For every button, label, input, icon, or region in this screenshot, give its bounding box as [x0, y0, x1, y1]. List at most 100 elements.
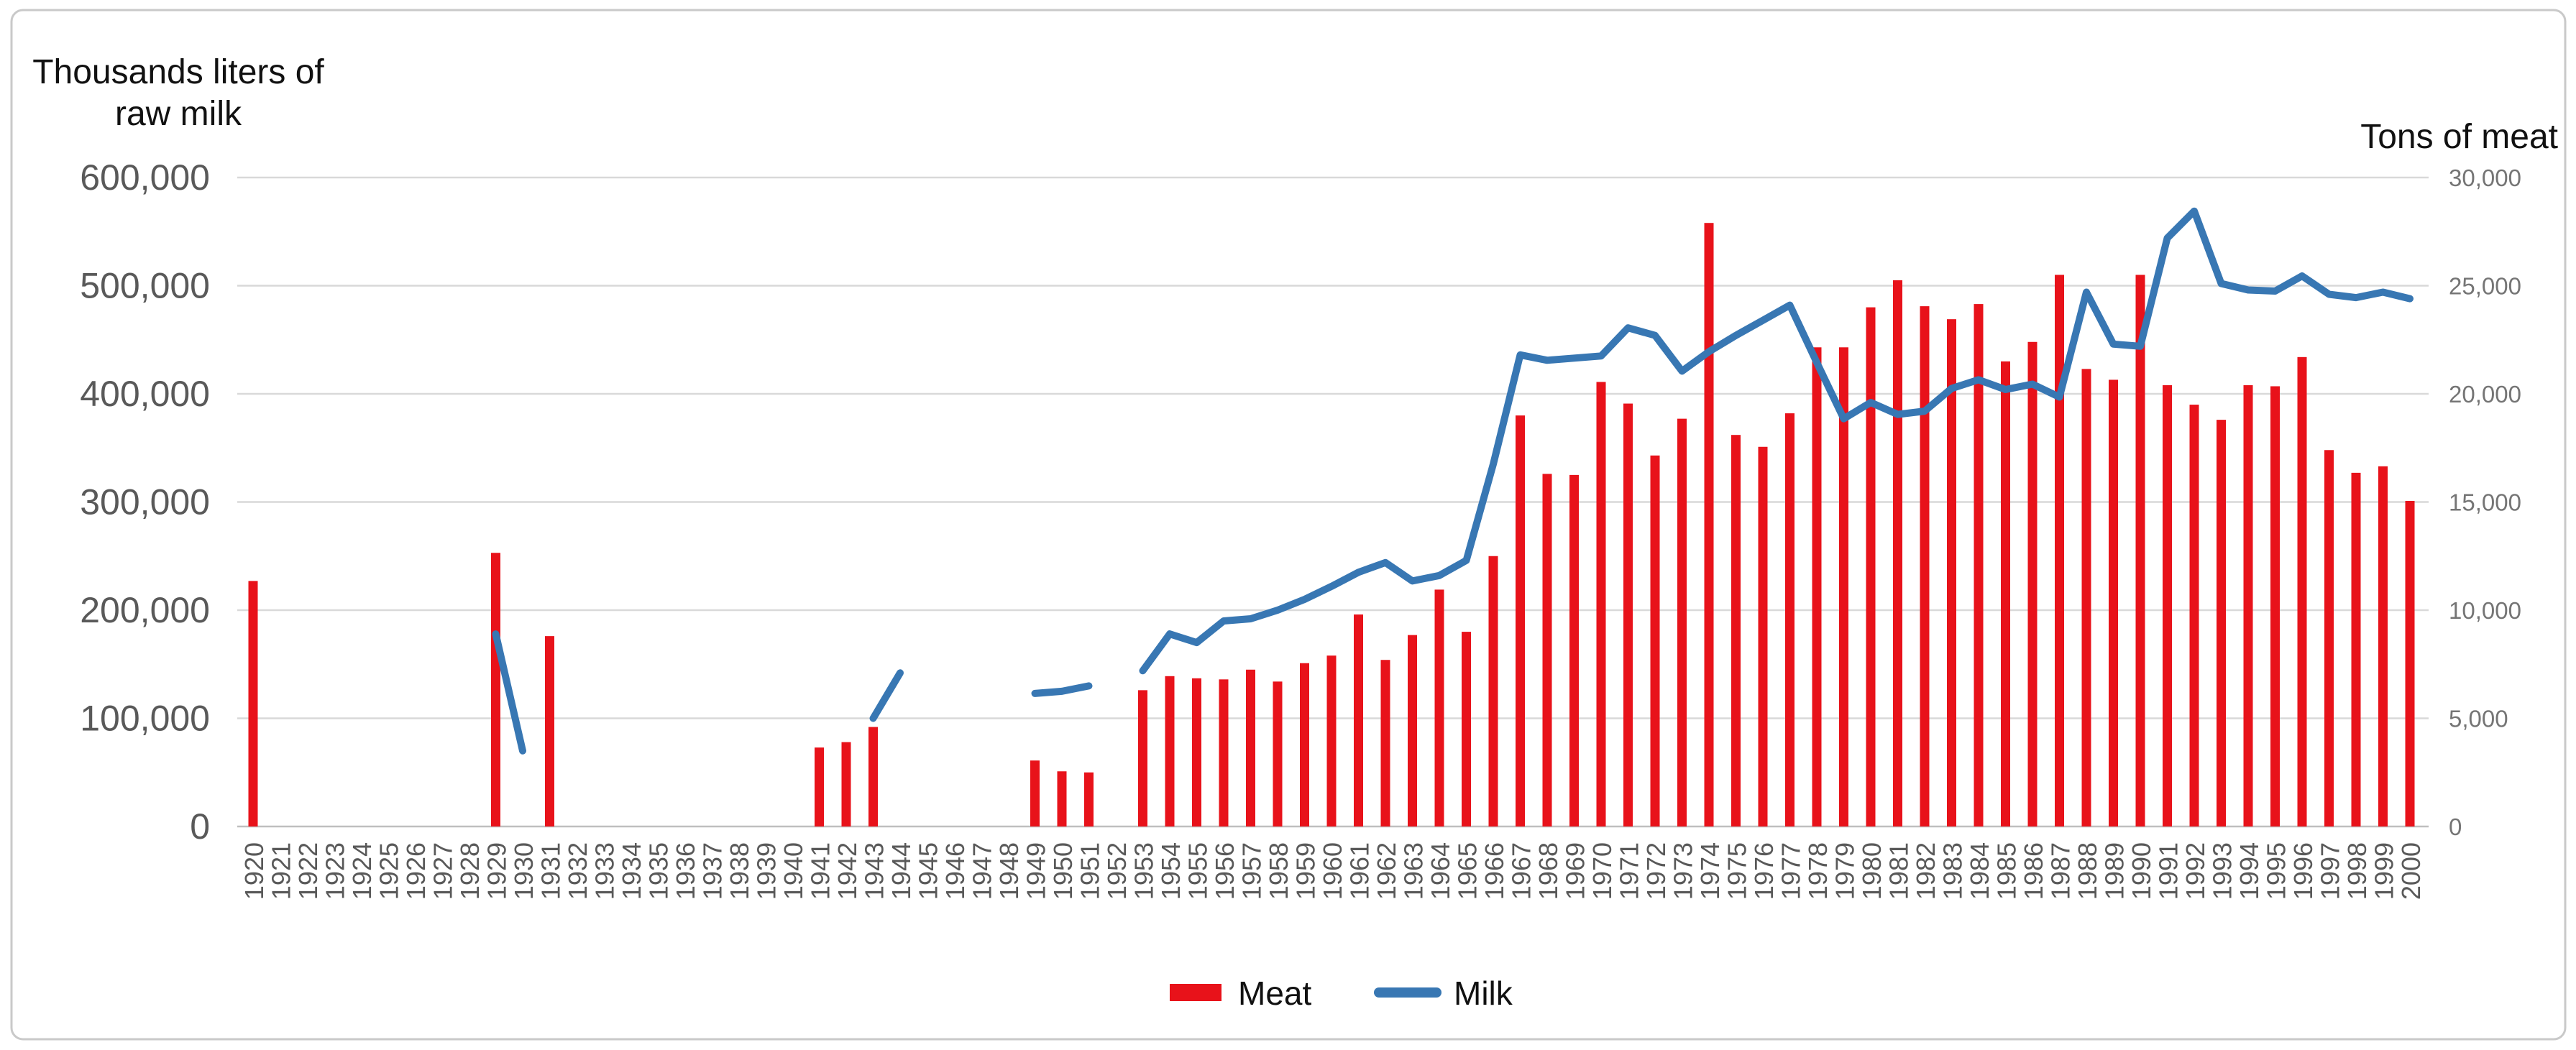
meat-bar-1984: [1974, 304, 1984, 827]
right-axis-tick-label: 25,000: [2449, 273, 2521, 300]
meat-bar-1989: [2109, 379, 2118, 826]
x-axis-year-label: 1952: [1102, 842, 1132, 900]
right-axis-tick-label: 20,000: [2449, 381, 2521, 407]
milk-line-series: [492, 207, 2414, 755]
meat-bar-1982: [1920, 306, 1930, 827]
x-axis-year-label: 1937: [698, 842, 728, 900]
x-axis-year-label: 1966: [1480, 842, 1509, 900]
x-axis-year-label: 1987: [2046, 842, 2076, 900]
x-axis-year-label: 1968: [1534, 842, 1563, 900]
x-axis-year-label: 1921: [267, 842, 296, 900]
meat-bar-1965: [1462, 632, 1471, 826]
milk-line-segment: [1031, 682, 1093, 697]
x-axis-year-label: 1938: [725, 842, 754, 900]
meat-bar-1950: [1057, 771, 1067, 826]
x-axis-year-label: 1981: [1884, 842, 1914, 900]
meat-bar-1964: [1434, 589, 1444, 826]
legend-meat-label: Meat: [1238, 975, 1311, 1012]
x-axis-year-label: 1996: [2288, 842, 2318, 900]
x-axis-year-label: 1967: [1507, 842, 1536, 900]
meat-bar-1951: [1084, 772, 1094, 826]
right-axis-tick-label: 5,000: [2449, 706, 2508, 732]
meat-bar-1980: [1866, 307, 1876, 827]
meat-bar-1920: [248, 581, 258, 826]
x-axis-year-label: 1992: [2181, 842, 2210, 900]
meat-bar-1943: [868, 727, 878, 826]
x-axis-year-label: 1939: [752, 842, 781, 900]
x-axis-year-label: 1997: [2316, 842, 2345, 900]
meat-bar-1987: [2055, 275, 2064, 826]
meat-bar-1960: [1326, 655, 1337, 826]
meat-bar-1967: [1516, 415, 1525, 826]
meat-bar-1981: [1893, 280, 1902, 827]
x-axis-year-label: 1927: [428, 842, 458, 900]
x-axis-year-label: 1980: [1857, 842, 1887, 900]
x-axis-year-label: 1949: [1022, 842, 1051, 900]
meat-bars-series: [248, 223, 2415, 827]
x-axis-year-label: 1956: [1210, 842, 1239, 900]
left-axis-tick-label: 600,000: [80, 157, 210, 198]
meat-bar-1961: [1354, 614, 1363, 826]
x-axis-year-label: 1963: [1399, 842, 1429, 900]
x-axis-year-label: 1942: [833, 842, 862, 900]
left-axis-title-line2: raw milk: [115, 95, 242, 133]
x-axis-year-label: 1986: [2019, 842, 2048, 900]
x-axis-year-label: 1988: [2073, 842, 2102, 900]
meat-bar-1992: [2189, 405, 2199, 826]
x-axis-year-label: 1931: [536, 842, 566, 900]
x-axis-year-label: 1953: [1129, 842, 1159, 900]
x-axis-year-label: 1974: [1695, 842, 1725, 900]
x-axis-year-label: 1941: [806, 842, 835, 900]
x-axis-year-label: 1973: [1669, 842, 1698, 900]
meat-bar-1959: [1300, 663, 1309, 826]
milk-line-segment: [1139, 207, 2414, 675]
x-axis-year-label: 1932: [563, 842, 592, 900]
milk-line-segment: [492, 630, 526, 755]
x-axis-year-label: 1933: [590, 842, 620, 900]
x-axis-year-label: 1977: [1777, 842, 1806, 900]
meat-bar-1999: [2378, 466, 2388, 826]
meat-bar-1974: [1704, 223, 1714, 827]
x-axis-year-label: 1990: [2127, 842, 2156, 900]
x-axis-year-label: 1995: [2262, 842, 2291, 900]
x-axis-year-label: 1923: [321, 842, 350, 900]
meat-bar-1991: [2163, 384, 2172, 826]
meat-bar-2000: [2405, 500, 2415, 826]
meat-bar-1976: [1758, 446, 1768, 826]
meat-bar-1997: [2324, 450, 2334, 826]
right-axis-tick-labels: 0 5,000 10,000 15,000 20,000 25,000 30,000: [2449, 165, 2521, 840]
x-axis-year-label: 1926: [401, 842, 431, 900]
meat-bar-1972: [1650, 455, 1660, 826]
left-axis-tick-label: 400,000: [80, 374, 210, 414]
x-axis-year-label: 1979: [1830, 842, 1860, 900]
meat-bar-1995: [2270, 386, 2280, 826]
meat-bar-1949: [1030, 760, 1040, 826]
x-axis-year-label: 1922: [293, 842, 323, 900]
meat-bar-1963: [1408, 635, 1417, 826]
x-axis-year-label: 2000: [2396, 842, 2426, 900]
x-axis-year-label: 1954: [1156, 842, 1186, 900]
x-axis-year-label: 1994: [2234, 842, 2264, 900]
right-axis-tick-label: 0: [2449, 814, 2462, 840]
x-axis-year-label: 1950: [1048, 842, 1078, 900]
x-axis-year-label: 1958: [1264, 842, 1293, 900]
x-axis-year-label: 1972: [1641, 842, 1671, 900]
meat-bar-1931: [545, 636, 554, 826]
x-axis-year-label: 1985: [1992, 842, 2022, 900]
meat-bar-1985: [2001, 361, 2010, 827]
x-axis-year-label: 1999: [2370, 842, 2399, 900]
x-axis-year-label: 1948: [994, 842, 1024, 900]
right-axis-tick-label: 10,000: [2449, 597, 2521, 624]
x-axis-year-label: 1970: [1587, 842, 1617, 900]
x-axis-year-label: 1924: [347, 842, 377, 900]
meat-bar-1996: [2297, 356, 2307, 827]
legend-meat-swatch: [1170, 984, 1221, 1001]
left-axis-tick-label: 200,000: [80, 590, 210, 630]
x-axis-year-label: 1962: [1372, 842, 1401, 900]
x-axis-year-label: 1991: [2154, 842, 2183, 900]
x-axis-year-label: 1929: [482, 842, 512, 900]
meat-bar-1975: [1731, 435, 1741, 826]
meat-bar-1979: [1839, 347, 1848, 826]
x-axis-year-label: 1934: [617, 842, 646, 900]
